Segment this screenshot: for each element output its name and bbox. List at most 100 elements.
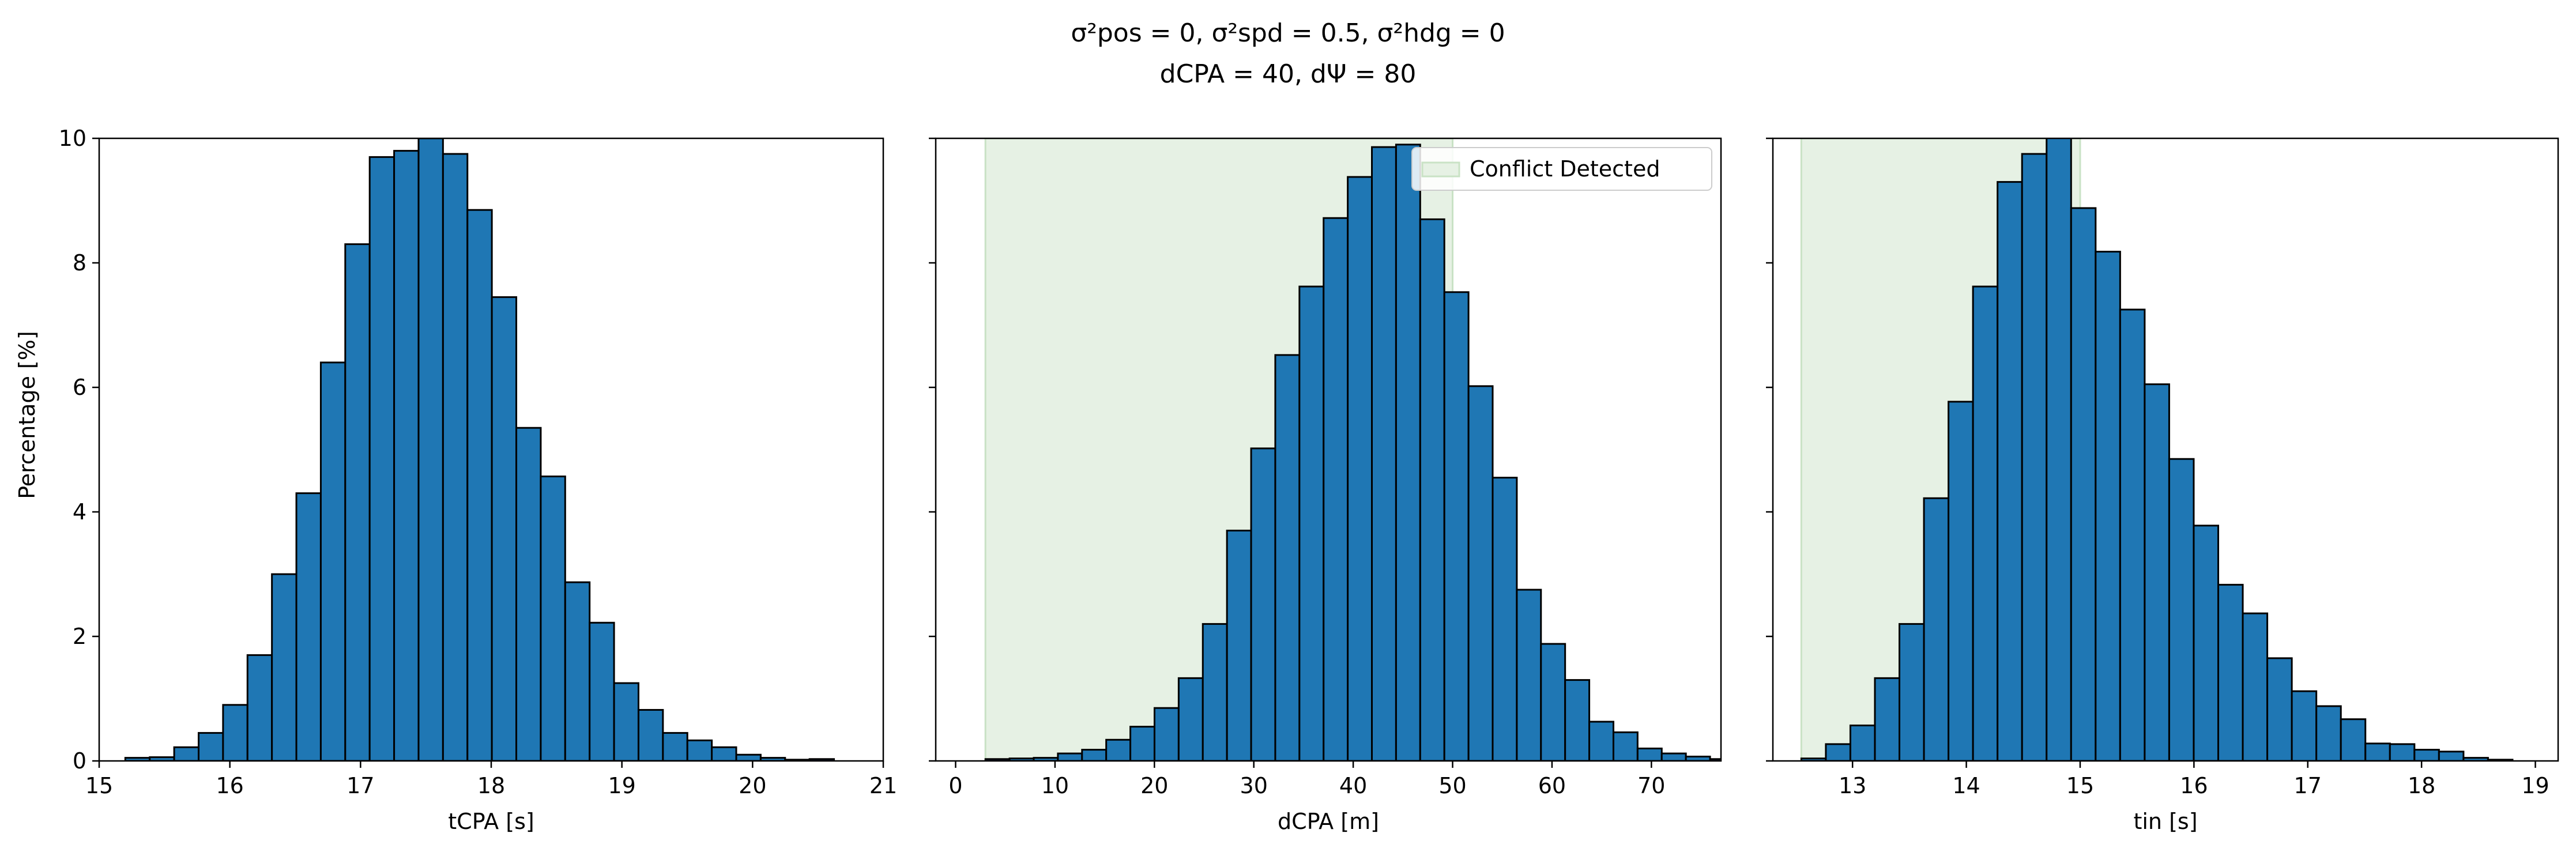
histogram-bar	[2119, 308, 2146, 761]
x-tick-label: 14	[1952, 773, 1980, 798]
histogram-bar	[344, 243, 371, 761]
panel-d-cpa: 0 10 20 30 40 50 60 70 dCPA [m] Conflict Detected	[929, 137, 1722, 834]
y-axis-label: Percentage [%]	[14, 331, 40, 499]
x-tick-label: 16	[2180, 773, 2208, 798]
y-tick-label: 10	[59, 126, 86, 151]
histogram-bar	[1226, 529, 1252, 761]
histogram-bar	[515, 427, 542, 761]
histogram-bar	[1709, 758, 1721, 761]
histogram-bar	[1492, 477, 1518, 761]
histogram-bar	[1660, 752, 1687, 761]
x-tick-label: 21	[869, 773, 897, 798]
x-tick-label: 19	[608, 773, 635, 798]
x-tick-label: 19	[2521, 773, 2549, 798]
histogram-bar	[368, 156, 396, 761]
histogram-bar	[1081, 749, 1108, 761]
y-tick-label: 2	[73, 624, 86, 649]
histogram-bar	[735, 753, 762, 761]
histogram-bar	[1347, 176, 1373, 761]
x-tick-label: 40	[1339, 773, 1367, 798]
axes-frame	[1772, 137, 2559, 762]
histogram-bar	[1898, 623, 1925, 761]
histogram-bar	[466, 209, 493, 761]
histogram-bar	[1636, 747, 1663, 761]
histogram-bar	[686, 739, 713, 761]
x-tick-label: 60	[1538, 773, 1566, 798]
histogram-bar	[393, 150, 420, 761]
histogram-bar	[417, 138, 444, 761]
x-tick-label: 20	[739, 773, 766, 798]
x-tick-label: 16	[216, 773, 243, 798]
histogram-bar	[1467, 385, 1494, 761]
histogram-bar	[1874, 677, 1900, 761]
histogram-bar	[442, 153, 469, 761]
histogram-bar	[2340, 718, 2367, 761]
histogram-bar	[1153, 707, 1180, 761]
histogram-bar	[662, 732, 688, 761]
histogram-bar	[637, 708, 664, 761]
histogram-bar	[1129, 726, 1155, 761]
x-tick-label: 18	[2408, 773, 2435, 798]
histogram-bar	[1177, 677, 1204, 761]
histogram-bar	[319, 361, 347, 761]
histogram-bar	[1298, 285, 1325, 761]
histogram-bar	[2070, 207, 2097, 761]
figure-title-line-1: σ²pos = 0, σ²spd = 0.5, σ²hdg = 0	[1071, 18, 1505, 48]
histogram-bar	[222, 704, 248, 761]
histogram-bar	[1395, 144, 1421, 761]
histogram-bar	[1419, 218, 1445, 761]
y-tick-label: 4	[73, 499, 86, 525]
x-tick-label: 15	[85, 773, 113, 798]
histogram-bar	[2046, 138, 2072, 761]
x-axis-label: tin [s]	[2133, 809, 2197, 834]
x-axis-label: tCPA [s]	[448, 809, 534, 834]
histogram-bar	[2095, 251, 2121, 761]
histogram-bar	[1588, 721, 1614, 761]
axes-frame	[935, 137, 1722, 762]
y-tick-label: 8	[73, 250, 86, 276]
x-tick-label: 18	[477, 773, 505, 798]
panel-t-cpa: 15 16 17 18 19 20 21 0 2 4 6 8 10 tCPA [s]	[59, 126, 898, 834]
histogram-bar	[2413, 749, 2440, 761]
histogram-bar	[564, 581, 591, 761]
plot-area	[1800, 138, 2514, 761]
x-tick-label: 15	[2066, 773, 2094, 798]
histogram-bar	[2364, 742, 2391, 761]
legend-label: Conflict Detected	[1470, 156, 1660, 182]
histogram-bar	[1371, 146, 1397, 761]
histogram-bar	[2242, 612, 2269, 761]
x-tick-label: 30	[1240, 773, 1268, 798]
histogram-bar	[540, 475, 566, 761]
histogram-bar	[1202, 623, 1228, 761]
histogram-bar	[711, 746, 737, 761]
histogram-bar	[1105, 738, 1132, 761]
figure-title: σ²pos = 0, σ²spd = 0.5, σ²hdg = 0 dCPA =…	[1071, 18, 1505, 89]
histogram-bar	[1948, 401, 1974, 761]
x-tick-label: 20	[1140, 773, 1168, 798]
histogram-bar	[1443, 291, 1470, 761]
histogram-bar	[197, 732, 224, 761]
histogram-bar	[1250, 447, 1276, 761]
histogram-bar	[246, 654, 273, 761]
histogram-bar	[2438, 751, 2465, 761]
histogram-bar	[2389, 743, 2416, 761]
histogram-bar	[1323, 217, 1349, 761]
histogram-bar	[1923, 497, 1950, 761]
histogram-bar	[1849, 724, 1876, 761]
histogram-bar	[1564, 679, 1591, 761]
histogram-bar	[2193, 525, 2219, 761]
x-tick-label: 50	[1438, 773, 1466, 798]
histogram-bar	[589, 621, 615, 761]
plot-area	[124, 138, 835, 761]
histogram-bar	[271, 573, 297, 761]
histogram-bar	[1540, 643, 1566, 761]
plot-area	[984, 138, 1721, 761]
x-tick-label: 0	[948, 773, 962, 798]
histogram-bar	[613, 682, 639, 761]
histogram-bar	[1274, 354, 1301, 761]
histogram-bar	[1516, 589, 1542, 761]
histogram-bar	[295, 492, 322, 761]
x-tick-label: 10	[1041, 773, 1069, 798]
histogram-bar	[1057, 752, 1083, 761]
